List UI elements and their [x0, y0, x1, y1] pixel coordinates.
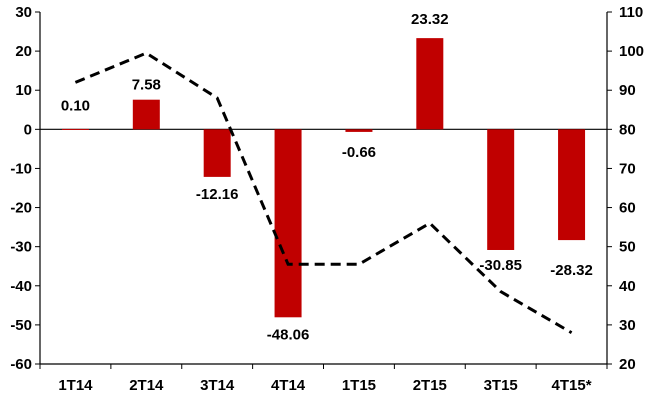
- y-right-tick-label: 90: [619, 82, 636, 99]
- y-left-tick-label: -60: [10, 356, 32, 373]
- bar: [487, 129, 515, 250]
- y-right-tick-label: 70: [619, 160, 636, 177]
- bar: [274, 129, 302, 318]
- data-label: -12.16: [196, 186, 239, 203]
- data-labels: 0.10 7.58 -12.16 -48.06 -0.66 23.32 -30.85 -28.…: [61, 11, 593, 343]
- x-tick-label: 1T15: [342, 377, 376, 394]
- y-left-tick-label: -40: [10, 278, 32, 295]
- y-left-tick-label: -20: [10, 200, 32, 217]
- y-right-tick-label: 30: [619, 317, 636, 334]
- data-label: -28.32: [550, 262, 593, 279]
- bar: [345, 129, 373, 132]
- x-tick-label: 3T14: [200, 377, 235, 394]
- bar: [416, 38, 444, 130]
- bar: [203, 129, 231, 177]
- y-left-tick-label: -10: [10, 160, 32, 177]
- x-tick-label: 4T15*: [552, 377, 592, 394]
- data-label: -30.85: [479, 257, 522, 274]
- data-label: 0.10: [61, 97, 90, 114]
- y-left-tick-label: 0: [24, 121, 32, 138]
- bar: [61, 128, 89, 130]
- x-tick-label: 4T14: [271, 377, 306, 394]
- bar-series: [61, 38, 586, 318]
- tick-labels: 3020100-10-20-30-40-50-60110100908070605…: [10, 4, 644, 394]
- y-right-tick-label: 20: [619, 356, 636, 373]
- x-tick-label: 3T15: [484, 377, 518, 394]
- y-left-tick-label: 20: [15, 43, 32, 60]
- y-right-tick-label: 80: [619, 121, 636, 138]
- data-label: 23.32: [411, 11, 449, 28]
- y-right-tick-label: 110: [619, 4, 643, 21]
- x-tick-label: 2T15: [413, 377, 447, 394]
- y-right-tick-label: 50: [619, 239, 636, 256]
- data-label: -48.06: [267, 326, 310, 343]
- axes: [35, 11, 612, 369]
- line-series-path: [74, 51, 573, 334]
- bar: [558, 129, 586, 241]
- y-left-tick-label: 10: [15, 82, 32, 99]
- data-label: -0.66: [342, 144, 376, 161]
- y-right-tick-label: 60: [619, 200, 636, 217]
- line-series: [74, 51, 573, 334]
- y-left-tick-label: -50: [10, 317, 32, 334]
- data-label: 7.58: [132, 77, 161, 94]
- y-right-tick-label: 100: [619, 43, 644, 60]
- y-left-tick-label: -30: [10, 239, 32, 256]
- y-left-tick-label: 30: [15, 4, 32, 21]
- y-right-tick-label: 40: [619, 278, 636, 295]
- x-tick-label: 2T14: [129, 377, 164, 394]
- bar: [132, 99, 160, 130]
- x-tick-label: 1T14: [58, 377, 93, 394]
